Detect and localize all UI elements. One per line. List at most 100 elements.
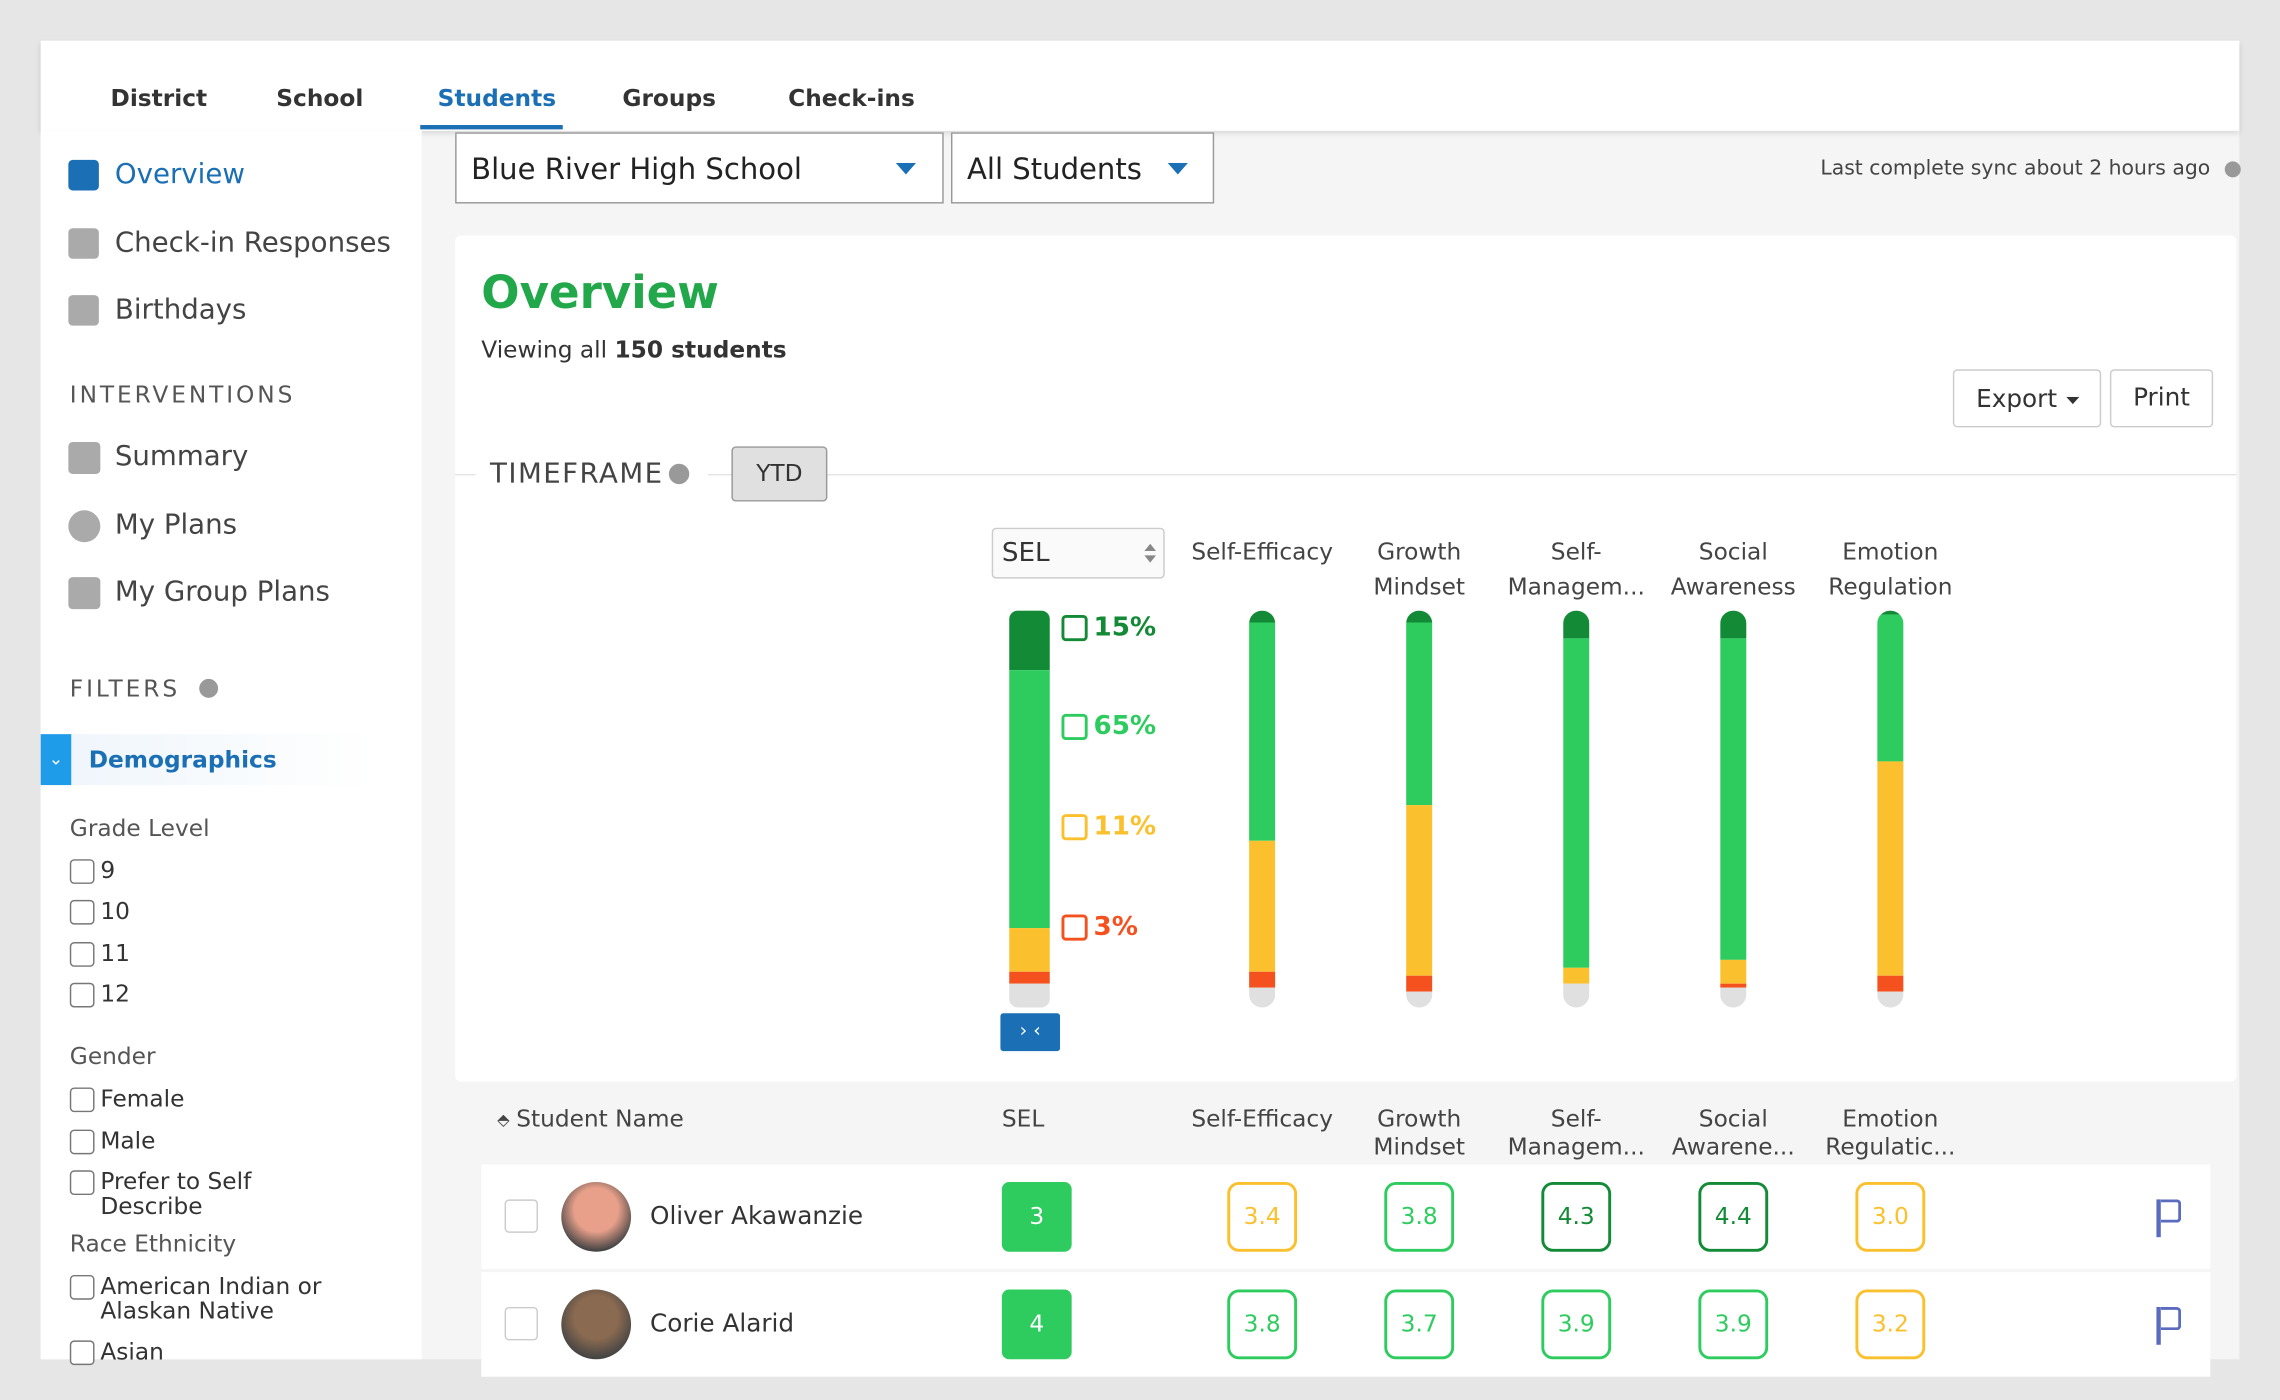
- checkbox[interactable]: [69, 1340, 95, 1366]
- column-header[interactable]: Growth Mindset: [1373, 1104, 1466, 1161]
- print-button[interactable]: Print: [2109, 369, 2214, 428]
- score-badge: 3.2: [1855, 1289, 1926, 1360]
- filter-group[interactable]: Demographics: [88, 745, 277, 774]
- flag-body[interactable]: [2160, 1199, 2182, 1223]
- school-name: Blue River High School: [471, 151, 802, 187]
- nav-tab[interactable]: Check-ins: [788, 84, 915, 112]
- sort-icon[interactable]: ⬘: [497, 1110, 510, 1130]
- checkbox[interactable]: [69, 982, 95, 1008]
- filter-option[interactable]: Prefer to Self Describe: [100, 1167, 252, 1220]
- section-heading: FILTERS: [69, 674, 181, 703]
- nav-icon: [68, 228, 99, 259]
- column-header[interactable]: Self-Managem...: [1507, 1104, 1645, 1161]
- bar-segment: [1877, 614, 1904, 762]
- column-header[interactable]: Emotion Regulatic...: [1825, 1104, 1956, 1161]
- category-label: Emotion Regulation: [1828, 537, 1953, 601]
- student-name[interactable]: Corie Alarid: [649, 1309, 795, 1339]
- row-checkbox[interactable]: [504, 1306, 539, 1341]
- filter-option[interactable]: Male: [100, 1126, 156, 1155]
- subtitle-prefix: Viewing all: [481, 335, 608, 364]
- timeframe-label: TIMEFRAME: [490, 457, 664, 490]
- export-label: Export: [1976, 385, 2058, 415]
- help-icon[interactable]: [199, 678, 219, 698]
- filter-option[interactable]: 9: [100, 856, 116, 884]
- bar-segment: [1249, 622, 1276, 841]
- bar-segment: [1009, 983, 1050, 1008]
- filter-title: Grade Level: [69, 814, 210, 842]
- collapse-button[interactable]: › ‹: [1000, 1013, 1061, 1052]
- nav-link[interactable]: My Group Plans: [114, 575, 330, 608]
- group-dropdown[interactable]: All Students: [950, 132, 1215, 204]
- avatar: [561, 1289, 632, 1360]
- filter-group-bg: [40, 734, 376, 786]
- help-icon[interactable]: [668, 463, 690, 485]
- nav-link[interactable]: Summary: [114, 440, 249, 473]
- overview-title: Overview: [481, 267, 719, 320]
- filter-group-toggle[interactable]: ⌄: [40, 734, 72, 786]
- filter-option[interactable]: 11: [100, 939, 130, 967]
- bar-segment: [1009, 928, 1050, 972]
- export-button[interactable]: Export: [1952, 369, 2102, 428]
- nav-icon: [68, 441, 101, 474]
- bar-segment: [1563, 983, 1590, 1008]
- filter-option[interactable]: American Indian or Alaskan Native: [100, 1272, 322, 1325]
- nav-tab[interactable]: School: [276, 84, 364, 112]
- nav-link[interactable]: Overview: [114, 158, 245, 191]
- nav-tab[interactable]: Students: [437, 84, 557, 112]
- student-name[interactable]: Oliver Akawanzie: [649, 1202, 864, 1232]
- nav-icon: [68, 159, 99, 191]
- score-badge: 3.4: [1227, 1181, 1298, 1252]
- bar-segment: [1720, 638, 1747, 960]
- column-header[interactable]: Student Name: [516, 1104, 684, 1133]
- measure-select[interactable]: SEL: [991, 527, 1165, 579]
- checkbox[interactable]: [69, 1170, 95, 1196]
- avatar: [561, 1181, 632, 1252]
- checkbox[interactable]: [69, 899, 95, 925]
- legend-checkbox[interactable]: [1061, 614, 1088, 642]
- legend-checkbox[interactable]: [1061, 814, 1088, 841]
- column-header[interactable]: Self-Efficacy: [1191, 1104, 1333, 1133]
- column-header[interactable]: SEL: [1001, 1104, 1045, 1133]
- timeframe-button[interactable]: YTD: [731, 446, 828, 502]
- flag-icon[interactable]: [2156, 1199, 2161, 1238]
- category-label: Social Awareness: [1670, 537, 1796, 601]
- nav-link[interactable]: Birthdays: [114, 293, 247, 326]
- bar-segment: [1563, 638, 1590, 968]
- help-icon[interactable]: [2224, 161, 2241, 178]
- score-badge: 4.3: [1541, 1181, 1612, 1252]
- bar-segment: [1249, 610, 1276, 623]
- sel-score: 4: [1001, 1289, 1072, 1360]
- school-dropdown[interactable]: Blue River High School: [455, 132, 944, 204]
- bar-segment: [1009, 610, 1050, 671]
- checkbox[interactable]: [69, 942, 95, 967]
- caret: [2066, 396, 2080, 405]
- checkbox[interactable]: [69, 859, 95, 884]
- nav-link[interactable]: My Plans: [114, 508, 238, 541]
- score-badge: 3.9: [1541, 1289, 1612, 1360]
- active-tab-indicator: [420, 125, 563, 130]
- checkbox[interactable]: [69, 1087, 95, 1113]
- nav-tab[interactable]: District: [110, 84, 208, 112]
- filter-option[interactable]: 10: [100, 896, 130, 925]
- section-heading: INTERVENTIONS: [69, 380, 296, 409]
- flag-body[interactable]: [2160, 1306, 2182, 1331]
- subtitle: Viewing all 150 students: [481, 336, 786, 364]
- divider: [455, 473, 2237, 476]
- legend-checkbox[interactable]: [1061, 713, 1088, 740]
- bar-segment: [1720, 610, 1747, 639]
- score-badge: 4.4: [1698, 1181, 1769, 1252]
- column-header[interactable]: Social Awarene...: [1671, 1104, 1795, 1161]
- top-nav: [40, 40, 2240, 131]
- checkbox[interactable]: [69, 1129, 95, 1155]
- flag-icon[interactable]: [2156, 1306, 2161, 1345]
- legend-checkbox[interactable]: [1061, 914, 1088, 941]
- filter-option[interactable]: Female: [100, 1084, 185, 1113]
- nav-link[interactable]: Check-in Responses: [114, 226, 391, 259]
- filter-option[interactable]: 12: [100, 979, 130, 1008]
- nav-tab[interactable]: Groups: [622, 84, 716, 112]
- filter-option[interactable]: Asian: [100, 1337, 164, 1366]
- bar-segment: [1009, 670, 1050, 929]
- row-checkbox[interactable]: [504, 1199, 539, 1233]
- checkbox[interactable]: [69, 1274, 95, 1300]
